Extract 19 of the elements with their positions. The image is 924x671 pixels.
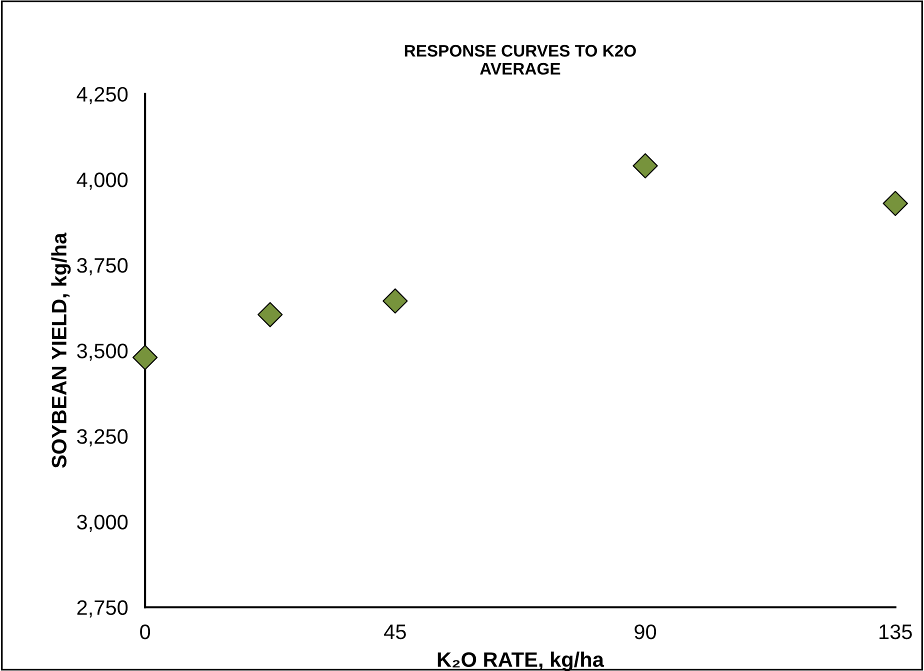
- y-tick-label: 2,750: [77, 600, 128, 618]
- y-tick-label: 4,250: [76, 86, 128, 104]
- x-tick-label: 0: [140, 624, 150, 640]
- x-tick-label: 45: [384, 624, 406, 640]
- chart-title: RESPONSE CURVES TO K2O AVERAGE: [404, 44, 636, 75]
- y-tick-label: 3,750: [77, 258, 128, 276]
- y-tick-label: 3,000: [77, 514, 128, 532]
- x-tick-label: 135: [880, 624, 912, 640]
- x-axis-title: K₂O RATE, kg/ha: [438, 652, 604, 671]
- y-tick-label: 4,000: [76, 172, 128, 190]
- y-tick-label: 3,500: [77, 344, 128, 361]
- point: [258, 302, 283, 328]
- point: [632, 153, 658, 178]
- y-tick-label: 3,250: [77, 429, 128, 446]
- point: [382, 288, 408, 314]
- point: [132, 344, 158, 370]
- x-tick-label: 90: [634, 624, 656, 640]
- y-axis-title: SOYBEAN YIELD, kg/ha: [51, 232, 71, 468]
- point: [882, 190, 908, 216]
